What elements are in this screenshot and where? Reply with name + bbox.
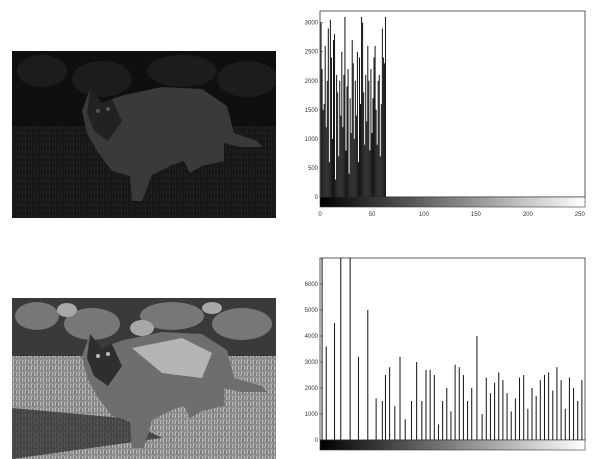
histogram-bottom: 0 1000 2000 3000 4000 5000 6000 [305,257,586,451]
plot-area [319,257,586,441]
intensity-colorbar [319,196,586,208]
x-tick-label: 250 [575,212,586,218]
cat-figure [82,332,267,448]
histogram-top: 0 50 100 150 200 250 0 500 1000 1500 2000 2500 3000 [305,10,586,218]
y-tick-label: 1000 [305,412,319,418]
y-tick-label: 1000 [305,137,319,143]
x-tick-label: 200 [523,212,534,218]
dark-cat-photo-icon [12,51,276,218]
x-tick-label: 50 [369,212,376,218]
y-tick-label: 2000 [305,386,319,392]
y-tick-label: 500 [308,166,319,172]
plot-area [319,10,586,198]
histogram-bars [321,258,583,440]
y-tick-label: 0 [315,438,319,444]
y-tick-label: 3000 [305,21,319,27]
y-tick-label: 4000 [305,334,319,340]
y-tick-label: 6000 [305,282,319,288]
histogram-bars [320,16,386,197]
x-tick-label: 0 [318,212,322,218]
y-tick-label: 0 [315,195,319,201]
equalized-cat-photo-icon [12,298,276,459]
intensity-colorbar [319,439,586,451]
y-tick-label: 2500 [305,50,319,56]
y-tick-label: 2000 [305,79,319,85]
y-tick-label: 3000 [305,360,319,366]
x-tick-label: 150 [471,212,482,218]
y-tick-label: 5000 [305,308,319,314]
x-tick-label: 100 [419,212,430,218]
y-tick-label: 1500 [305,108,319,114]
cat-figure [82,87,262,201]
